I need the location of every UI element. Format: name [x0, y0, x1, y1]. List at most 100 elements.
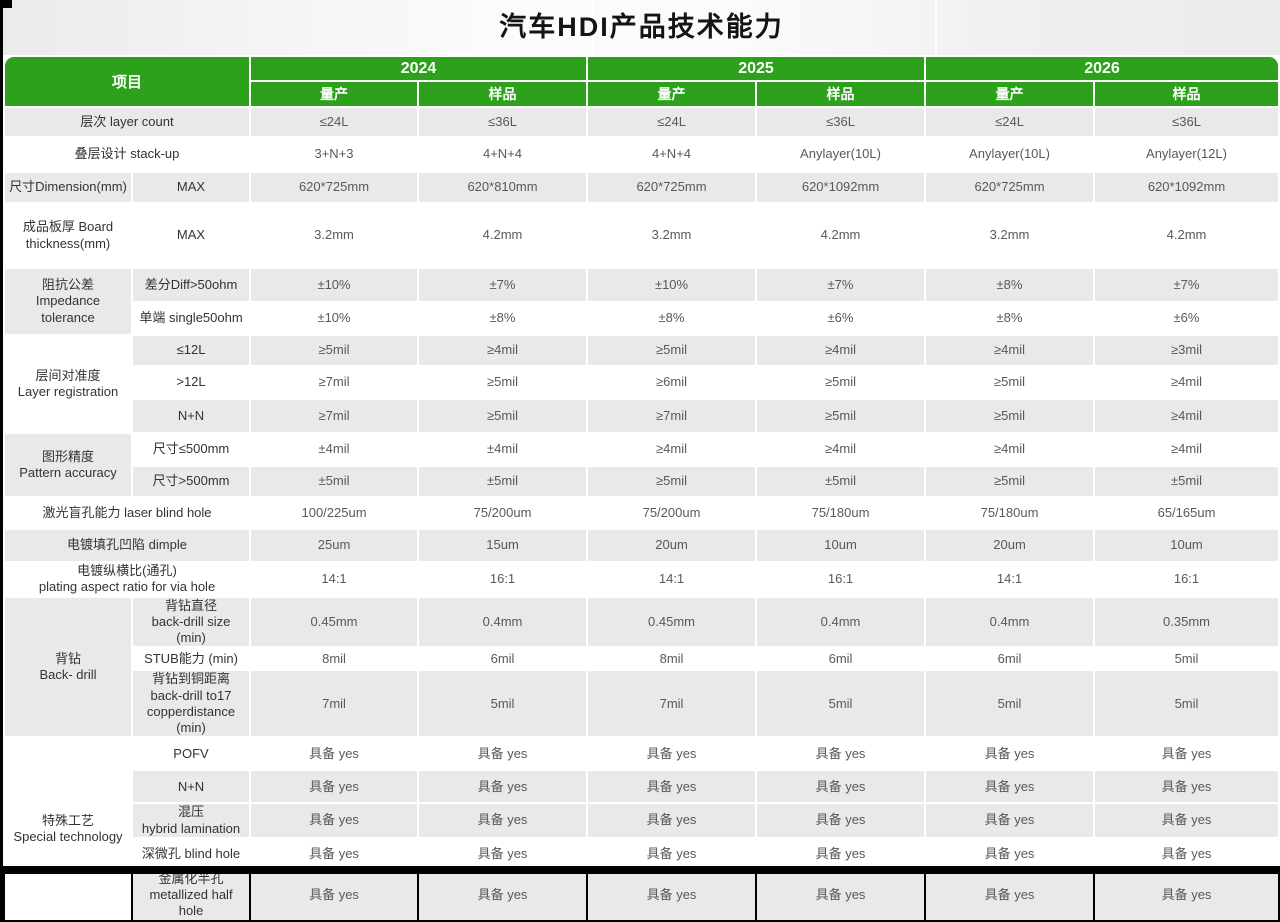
header-sub-2025-1: 样品 [757, 82, 925, 106]
table-row: 电镀填孔凹陷 dimple 25um 15um 20um 10um 20um 10um [5, 530, 1278, 561]
cell: 具备 yes [926, 771, 1094, 803]
cell: 具备 yes [926, 838, 1094, 869]
header-year-2024: 2024 [251, 57, 587, 80]
table-row: 尺寸>500mm ±5mil ±5mil ≥5mil ±5mil ≥5mil ±5mil [5, 467, 1278, 496]
cell: 具备 yes [757, 738, 925, 770]
cell: 15um [419, 530, 587, 561]
table-row: STUB能力 (min) 8mil 6mil 8mil 6mil 6mil 5mil [5, 648, 1278, 670]
cell: ≤24L [588, 108, 756, 136]
row-sublabel: STUB能力 (min) [133, 648, 250, 670]
row-sublabel: POFV [133, 738, 250, 770]
cell: ±6% [1095, 303, 1278, 334]
cell: ≥5mil [419, 400, 587, 432]
cell: ≥4mil [588, 434, 756, 465]
cell: 具备 yes [926, 738, 1094, 770]
cell: 100/225um [251, 498, 418, 528]
cell: 具备 yes [251, 838, 418, 869]
cell: 0.4mm [757, 597, 925, 647]
cell: 65/165um [1095, 498, 1278, 528]
cell: ≥4mil [1095, 434, 1278, 465]
row-label: 电镀填孔凹陷 dimple [5, 530, 250, 561]
cell: ±8% [926, 269, 1094, 301]
header-sub-2025-0: 量产 [588, 82, 756, 106]
table-row: 叠层设计 stack-up 3+N+3 4+N+4 4+N+4 Anylayer(10L… [5, 138, 1278, 171]
cell: 7mil [251, 671, 418, 737]
cell: 8mil [588, 648, 756, 670]
cell: ±4mil [251, 434, 418, 465]
row-group-label: 特殊工艺 Special technology [5, 738, 131, 920]
cell: ±4mil [419, 434, 587, 465]
cell: ±6% [757, 303, 925, 334]
table-row: 层次 layer count ≤24L ≤36L ≤24L ≤36L ≤24L ≤36L [5, 108, 1278, 136]
row-sublabel: >12L [133, 367, 250, 398]
cell: 5mil [419, 671, 587, 737]
cell: ≥5mil [757, 367, 925, 398]
table-row: 特殊工艺 Special technology POFV 具备 yes 具备 yes 具… [5, 738, 1278, 920]
table-row: 成品板厚 Board thickness(mm) MAX 3.2mm 4.2mm 3.2… [5, 204, 1278, 267]
cell: ≥5mil [588, 467, 756, 496]
table-row: 深微孔 blind hole 具备 yes 具备 yes 具备 yes 具备 yes 具备… [5, 838, 1278, 869]
table-row: >12L ≥7mil ≥5mil ≥6mil ≥5mil ≥5mil ≥4mil [5, 367, 1278, 398]
cell: 具备 yes [251, 804, 418, 837]
cell: ≥7mil [588, 400, 756, 432]
table-row: 层间对准度 Layer registration ≤12L ≥5mil ≥4mil ≥5… [5, 336, 1278, 432]
bottom-bar [0, 866, 1280, 874]
cell: ≥4mil [1095, 367, 1278, 398]
cell: 6mil [757, 648, 925, 670]
cell: 75/180um [757, 498, 925, 528]
cell: 4.2mm [757, 204, 925, 267]
cell: 14:1 [588, 563, 756, 596]
cell: 3.2mm [251, 204, 418, 267]
header-year-2025: 2025 [588, 57, 925, 80]
table-row: N+N 具备 yes 具备 yes 具备 yes 具备 yes 具备 yes 具备 yes [5, 771, 1278, 803]
table-row: 背钻到铜距离 back-drill to17 copperdistance (m… [5, 671, 1278, 737]
cell: ≥5mil [757, 400, 925, 432]
cell: 3.2mm [926, 204, 1094, 267]
row-sublabel: 背钻到铜距离 back-drill to17 copperdistance (m… [133, 671, 250, 737]
cell: 具备 yes [1095, 804, 1278, 837]
cell: 7mil [588, 671, 756, 737]
cell: 具备 yes [757, 771, 925, 803]
slide-page: 汽车HDI产品技术能力 项目 2024 2025 2026 量产 样品 量产 样品 量产 样品 层… [3, 0, 1280, 920]
row-group-label: 图形精度 Pattern accuracy [5, 434, 131, 496]
cell: 75/200um [419, 498, 587, 528]
cell: 具备 yes [757, 804, 925, 837]
table-row: 尺寸Dimension(mm) MAX 620*725mm 620*810mm 620*… [5, 173, 1278, 202]
cell: ≥4mil [926, 434, 1094, 465]
cell: 5mil [926, 671, 1094, 737]
corner-notch [3, 0, 12, 8]
row-sublabel: 金属化半孔 metallized half hole [133, 870, 250, 920]
cell: 0.35mm [1095, 597, 1278, 647]
page-title: 汽车HDI产品技术能力 [499, 12, 784, 42]
cell: ≥6mil [588, 367, 756, 398]
cell: 25um [251, 530, 418, 561]
cell: 具备 yes [251, 738, 418, 770]
row-sublabel: 单端 single50ohm [133, 303, 250, 334]
cell: 10um [1095, 530, 1278, 561]
cell: ≤24L [251, 108, 418, 136]
row-sublabel: 深微孔 blind hole [133, 838, 250, 869]
row-group-label: 成品板厚 Board thickness(mm) [5, 204, 131, 267]
cell: 具备 yes [588, 804, 756, 837]
table-row: 背钻 Back- drill 背钻直径 back-drill size (min)… [5, 597, 1278, 737]
row-sublabel: N+N [133, 771, 250, 803]
cell: 具备 yes [419, 804, 587, 837]
cell: 620*725mm [588, 173, 756, 202]
row-sublabel: 混压 hybrid lamination [133, 804, 250, 837]
cell: 具备 yes [588, 838, 756, 869]
row-label: 层次 layer count [5, 108, 250, 136]
table-row: 电镀纵横比(通孔) plating aspect ratio for via h… [5, 563, 1278, 596]
cell: ≥4mil [757, 434, 925, 465]
cell: 具备 yes [1095, 838, 1278, 869]
cell: 8mil [251, 648, 418, 670]
header-sub-2026-1: 样品 [1095, 82, 1278, 106]
cell: 5mil [1095, 671, 1278, 737]
band-divider [592, 0, 594, 55]
row-sublabel: MAX [133, 173, 250, 202]
row-group-label: 尺寸Dimension(mm) [5, 173, 131, 202]
row-group-label: 背钻 Back- drill [5, 597, 131, 737]
row-sublabel: 差分Diff>50ohm [133, 269, 250, 301]
cell: ≥5mil [926, 467, 1094, 496]
cell: ±5mil [757, 467, 925, 496]
cell: 具备 yes [926, 804, 1094, 837]
